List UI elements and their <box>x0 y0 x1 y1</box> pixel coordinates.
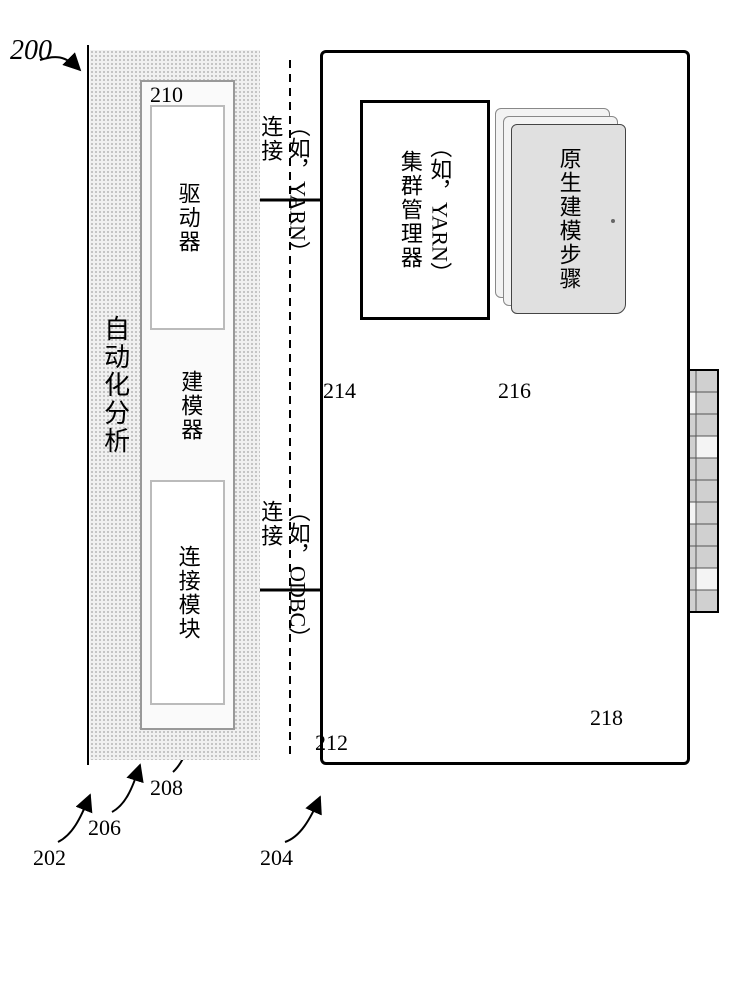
driver-box: 驱动器 <box>150 105 225 330</box>
architecture-diagram: 自动化分析 建模器 连接模块 驱动器 集群管理器 （如，YARN） 原生建模步骤… <box>0 0 755 1000</box>
driver-label: 驱动器 <box>175 182 199 254</box>
modeler-label: 建模器 <box>178 370 202 442</box>
ref-206: 206 <box>88 815 121 841</box>
cluster-manager-line2: （如，YARN） <box>426 136 452 284</box>
connection-left-label: 连接 （如，ODBC） <box>258 500 311 649</box>
ref-202: 202 <box>33 845 66 871</box>
connection-module-box: 连接模块 <box>150 480 225 705</box>
ref-210: 210 <box>150 82 183 108</box>
ref-216: 216 <box>498 378 531 404</box>
connection-module-label: 连接模块 <box>175 545 199 641</box>
cluster-manager-line1: 集群管理器 <box>398 136 422 284</box>
automation-analysis-title: 自动化分析 <box>100 315 129 455</box>
ref-218: 218 <box>590 705 623 731</box>
connection-right-label: 连接 （如，YARN） <box>258 115 311 263</box>
ref-204: 204 <box>260 845 293 871</box>
ref-214: 214 <box>323 378 356 404</box>
ref-200: 200 <box>10 35 52 67</box>
ref-208: 208 <box>150 775 183 801</box>
cluster-manager-box: 集群管理器 （如，YARN） <box>360 100 490 320</box>
native-modeling-label: 原生建模步骤 <box>556 147 580 291</box>
native-modeling-doc-stack: 原生建模步骤 <box>495 108 635 318</box>
ref-212: 212 <box>315 730 348 756</box>
